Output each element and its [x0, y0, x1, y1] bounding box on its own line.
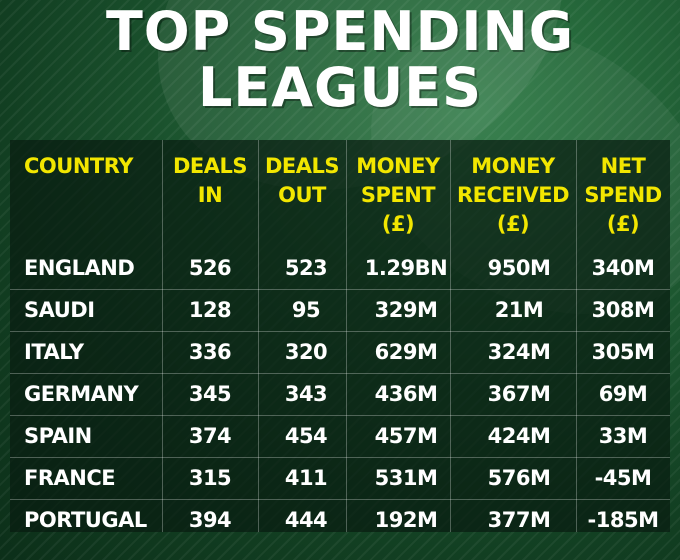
country-cell: PORTUGAL [24, 508, 147, 532]
table-row: GERMANY 345 343 436M 367M 69M [10, 373, 670, 415]
money-received-cell: 576M [487, 466, 551, 490]
header-money-received-line-2: RECEIVED [456, 183, 570, 207]
money-received-cell: 950M [487, 256, 551, 280]
column-divider [258, 140, 259, 532]
table-row: ENGLAND 526 523 1.29BN 950M 340M [10, 247, 670, 289]
row-divider [10, 415, 670, 416]
net-spend-cell: -45M [594, 466, 652, 490]
header-deals-out: DEALS OUT [258, 152, 346, 210]
header-net-spend: NET SPEND (£) [576, 152, 670, 239]
deals-in-cell: 336 [188, 340, 232, 364]
money-spent-cell: 457M [374, 424, 438, 448]
deals-in-cell: 394 [188, 508, 232, 532]
deals-in-cell: 526 [188, 256, 232, 280]
deals-in-cell: 315 [188, 466, 232, 490]
money-spent-cell: 531M [374, 466, 438, 490]
header-net-spend-line-2: SPEND [584, 183, 662, 207]
spending-table [10, 140, 670, 532]
money-received-cell: 367M [487, 382, 551, 406]
header-net-spend-line-1: NET [600, 154, 646, 178]
money-spent-cell: 1.29BN [364, 256, 448, 280]
row-divider [10, 373, 670, 374]
country-cell: ENGLAND [24, 256, 135, 280]
column-divider [576, 140, 577, 532]
table-row: SPAIN 374 454 457M 424M 33M [10, 415, 670, 457]
header-money-spent: MONEY SPENT (£) [346, 152, 450, 239]
deals-in-cell: 374 [188, 424, 232, 448]
header-deals-out-line-1: DEALS [264, 154, 340, 178]
deals-out-cell: 343 [284, 382, 328, 406]
header-net-spend-line-3: (£) [606, 212, 640, 236]
money-spent-cell: 629M [374, 340, 438, 364]
header-money-received-line-3: (£) [496, 212, 530, 236]
header-deals-in-line-2: IN [197, 183, 223, 207]
page-title: TOP SPENDING LEAGUES [0, 4, 680, 116]
title-line-2: LEAGUES [197, 56, 483, 119]
table-row: SAUDI 128 95 329M 21M 308M [10, 289, 670, 331]
header-country-line-1: COUNTRY [24, 154, 133, 178]
table-row: PORTUGAL 394 444 192M 377M -185M [10, 499, 670, 541]
net-spend-cell: 69M [598, 382, 648, 406]
money-received-cell: 424M [487, 424, 551, 448]
net-spend-cell: 305M [591, 340, 655, 364]
title-line-1: TOP SPENDING [105, 0, 575, 63]
deals-out-cell: 411 [284, 466, 328, 490]
column-divider [346, 140, 347, 532]
deals-out-cell: 444 [284, 508, 328, 532]
table-row: FRANCE 315 411 531M 576M -45M [10, 457, 670, 499]
money-spent-cell: 436M [374, 382, 438, 406]
row-divider [10, 457, 670, 458]
row-divider [10, 331, 670, 332]
header-money-spent-line-2: SPENT [360, 183, 436, 207]
money-received-cell: 324M [487, 340, 551, 364]
header-money-spent-line-3: (£) [381, 212, 415, 236]
header-money-received-line-1: MONEY [471, 154, 555, 178]
row-divider [10, 499, 670, 500]
country-cell: FRANCE [24, 466, 116, 490]
money-spent-cell: 329M [374, 298, 438, 322]
deals-out-cell: 320 [284, 340, 328, 364]
header-money-spent-line-1: MONEY [356, 154, 440, 178]
table-row: ITALY 336 320 629M 324M 305M [10, 331, 670, 373]
net-spend-cell: 340M [591, 256, 655, 280]
column-divider [450, 140, 451, 532]
header-deals-in-line-1: DEALS [172, 154, 248, 178]
money-spent-cell: 192M [374, 508, 438, 532]
net-spend-cell: 308M [591, 298, 655, 322]
money-received-cell: 21M [494, 298, 544, 322]
deals-out-cell: 454 [284, 424, 328, 448]
header-deals-in: DEALS IN [162, 152, 258, 210]
deals-out-cell: 95 [291, 298, 321, 322]
header-deals-out-line-2: OUT [278, 183, 326, 207]
net-spend-cell: -185M [587, 508, 659, 532]
column-divider [162, 140, 163, 532]
deals-in-cell: 128 [188, 298, 232, 322]
header-country: COUNTRY [24, 152, 164, 181]
deals-out-cell: 523 [284, 256, 328, 280]
country-cell: SAUDI [24, 298, 95, 322]
header-money-received: MONEY RECEIVED (£) [450, 152, 576, 239]
row-divider [10, 289, 670, 290]
country-cell: SPAIN [24, 424, 92, 448]
country-cell: GERMANY [24, 382, 139, 406]
deals-in-cell: 345 [188, 382, 232, 406]
country-cell: ITALY [24, 340, 84, 364]
net-spend-cell: 33M [598, 424, 648, 448]
money-received-cell: 377M [487, 508, 551, 532]
